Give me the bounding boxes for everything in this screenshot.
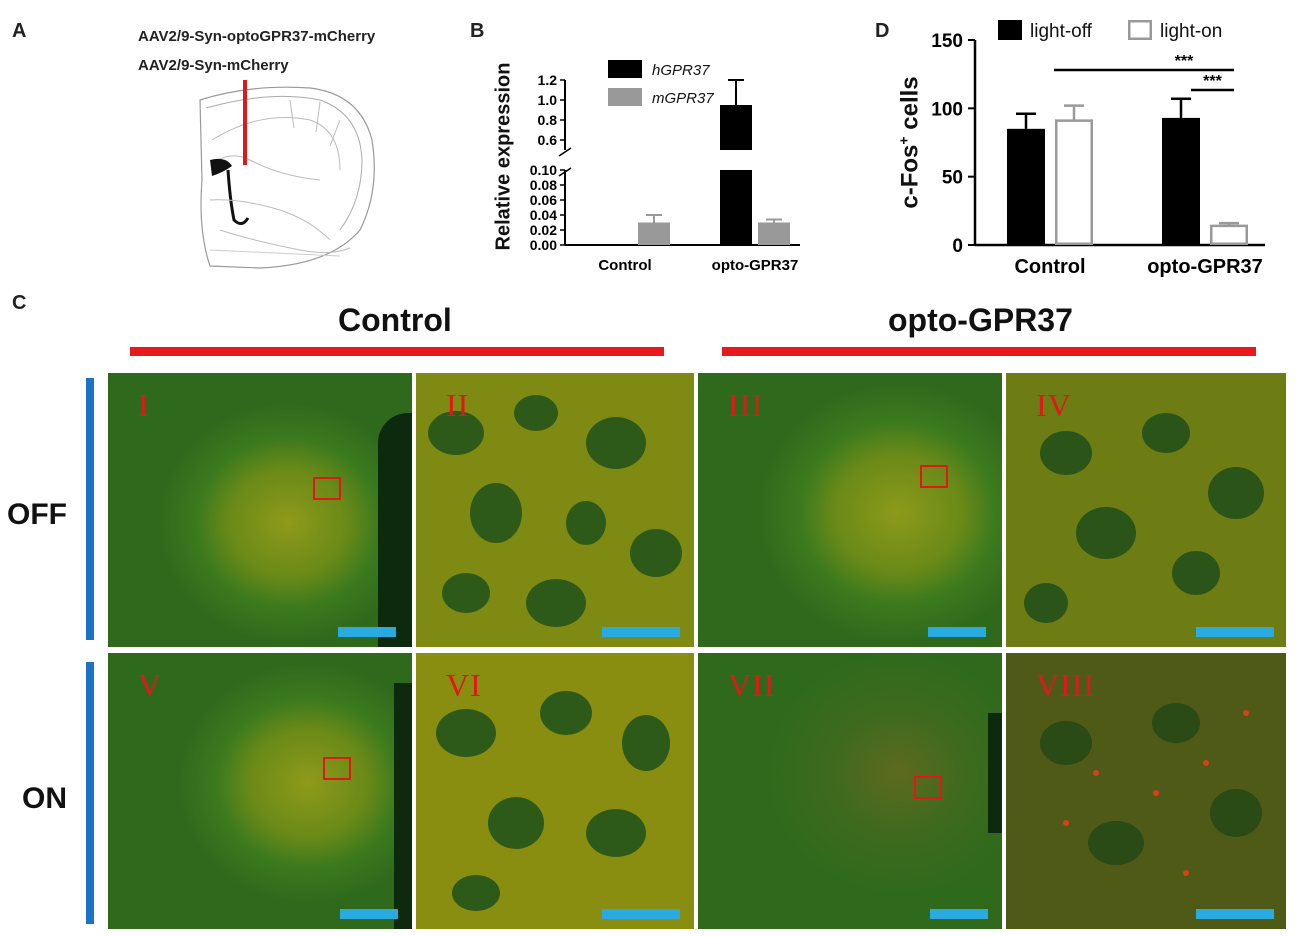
y-tick-label: 0.10: [530, 162, 557, 178]
scale-bar-3: [928, 627, 986, 637]
chart-d-ylabel-main: c-Fos: [896, 144, 924, 209]
legend-label-light-off: light-off: [1030, 21, 1093, 42]
cell-texture-6: [436, 691, 670, 911]
legend-label-mGPR37: mGPR37: [652, 90, 714, 107]
micrograph-2: II: [416, 373, 694, 647]
black-edge: [988, 713, 1002, 833]
y-tick-label: 0.6: [538, 132, 558, 148]
cell-texture-4: [1024, 413, 1264, 623]
panel-label-b: B: [470, 20, 485, 42]
group-bar-opto: [722, 347, 1256, 356]
x-category-label: Control: [1014, 256, 1085, 278]
roi-box-5: [323, 757, 351, 780]
y-tick-label: 50: [942, 168, 963, 189]
roi-box-3: [920, 465, 948, 488]
legend-swatch-mGPR37: [608, 88, 642, 106]
numeral-7: VII: [728, 667, 776, 703]
cell-texture-2: [428, 395, 682, 627]
y-tick-label: 0: [952, 236, 963, 257]
cell-texture-8: [1040, 703, 1262, 876]
axis-break-mark: [558, 167, 572, 177]
black-edge: [394, 683, 412, 929]
bar-light-off-Control: [1007, 128, 1045, 245]
legend-swatch-light-on: [1128, 20, 1152, 40]
legend-swatch-light-off: [998, 20, 1022, 40]
panel-label-c: C: [12, 292, 27, 314]
y-tick-label: 150: [931, 31, 963, 52]
y-tick-label: 0.02: [530, 222, 557, 238]
legend-label-light-on: light-on: [1160, 21, 1222, 42]
scale-bar-4: [1196, 627, 1274, 637]
chart-d-ylabel-sup: +: [895, 136, 912, 145]
virus-label-1: AAV2/9-Syn-optoGPR37-mCherry: [138, 28, 376, 45]
x-category-label: Control: [598, 257, 651, 274]
bar-light-off-opto-GPR37: [1162, 117, 1200, 245]
y-tick-label: 100: [931, 99, 963, 120]
y-tick-label: 0.08: [530, 177, 557, 193]
chart-b-ylabel: Relative expression: [492, 62, 515, 251]
micrograph-8: VIII: [1006, 653, 1286, 929]
micrograph-4: IV: [1006, 373, 1286, 647]
y-tick-label: 1.0: [538, 92, 558, 108]
micrograph-7: VII: [698, 653, 1002, 929]
bar-mGPR37-Control: [638, 222, 670, 245]
scale-bar-7: [930, 909, 988, 919]
significance-stars-2: ***: [1203, 73, 1222, 90]
brain-section-schematic: [199, 80, 375, 269]
numeral-8: VIII: [1036, 667, 1096, 703]
y-tick-label: 0.8: [538, 112, 558, 128]
scale-bar-5: [340, 909, 398, 919]
scale-bar-8: [1196, 909, 1274, 919]
numeral-1: I: [138, 387, 150, 423]
roi-box-1: [313, 477, 341, 500]
legend-label-hGPR37: hGPR37: [652, 62, 710, 79]
legend-swatch-hGPR37: [608, 60, 642, 78]
micrograph-1: I: [108, 373, 412, 647]
bar-light-on-opto-GPR37: [1210, 224, 1248, 246]
scale-bar-1: [338, 627, 396, 637]
scale-bar-6: [602, 909, 680, 919]
numeral-4: IV: [1036, 387, 1072, 423]
row-label-on: ON: [22, 782, 67, 815]
roi-box-7: [914, 776, 942, 799]
micrograph-3: III: [698, 373, 1002, 647]
numeral-2: II: [446, 387, 470, 423]
micrograph-5: V: [108, 653, 412, 929]
panel-label-a: A: [12, 20, 27, 42]
micrograph-6: VI: [416, 653, 694, 929]
black-edge: [378, 413, 412, 647]
group-bar-control: [130, 347, 664, 356]
row-bar-on: [86, 662, 94, 924]
bar-hGPR37-opto-GPR37: [720, 170, 752, 245]
scale-bar-2: [602, 627, 680, 637]
y-tick-label: 1.2: [538, 72, 558, 88]
bar-light-on-Control: [1055, 119, 1093, 245]
row-label-off: OFF: [7, 498, 67, 531]
axis-break-mark: [558, 147, 572, 157]
chart-d: 0 50 100 150 Control opto-GPR37 *** *** light-of…: [931, 20, 1265, 278]
chart-d-ylabel-suffix: cells: [896, 76, 924, 137]
numeral-5: V: [138, 667, 163, 703]
panel-label-d: D: [875, 20, 890, 42]
numeral-3: III: [728, 387, 763, 423]
x-category-label: opto-GPR37: [1147, 256, 1263, 278]
chart-d-ylabel: c-Fos+ cells: [896, 48, 925, 238]
significance-stars-1: ***: [1175, 53, 1194, 70]
bar-hGPR37-opto-GPR37: [720, 105, 752, 150]
group-title-opto: opto-GPR37: [888, 302, 1073, 338]
x-category-label: opto-GPR37: [712, 257, 799, 274]
y-tick-label: 0.06: [530, 192, 557, 208]
row-bar-off: [86, 378, 94, 640]
group-title-control: Control: [338, 302, 452, 338]
virus-label-2: AAV2/9-Syn-mCherry: [138, 57, 289, 74]
bar-mGPR37-opto-GPR37: [758, 222, 790, 245]
chart-b: 0.000.020.040.060.080.10 0.6 0.8 1.0 1.2 Cont…: [530, 60, 800, 274]
y-tick-label: 0.04: [530, 207, 557, 223]
y-tick-label: 0.00: [530, 237, 557, 253]
numeral-6: VI: [446, 667, 482, 703]
